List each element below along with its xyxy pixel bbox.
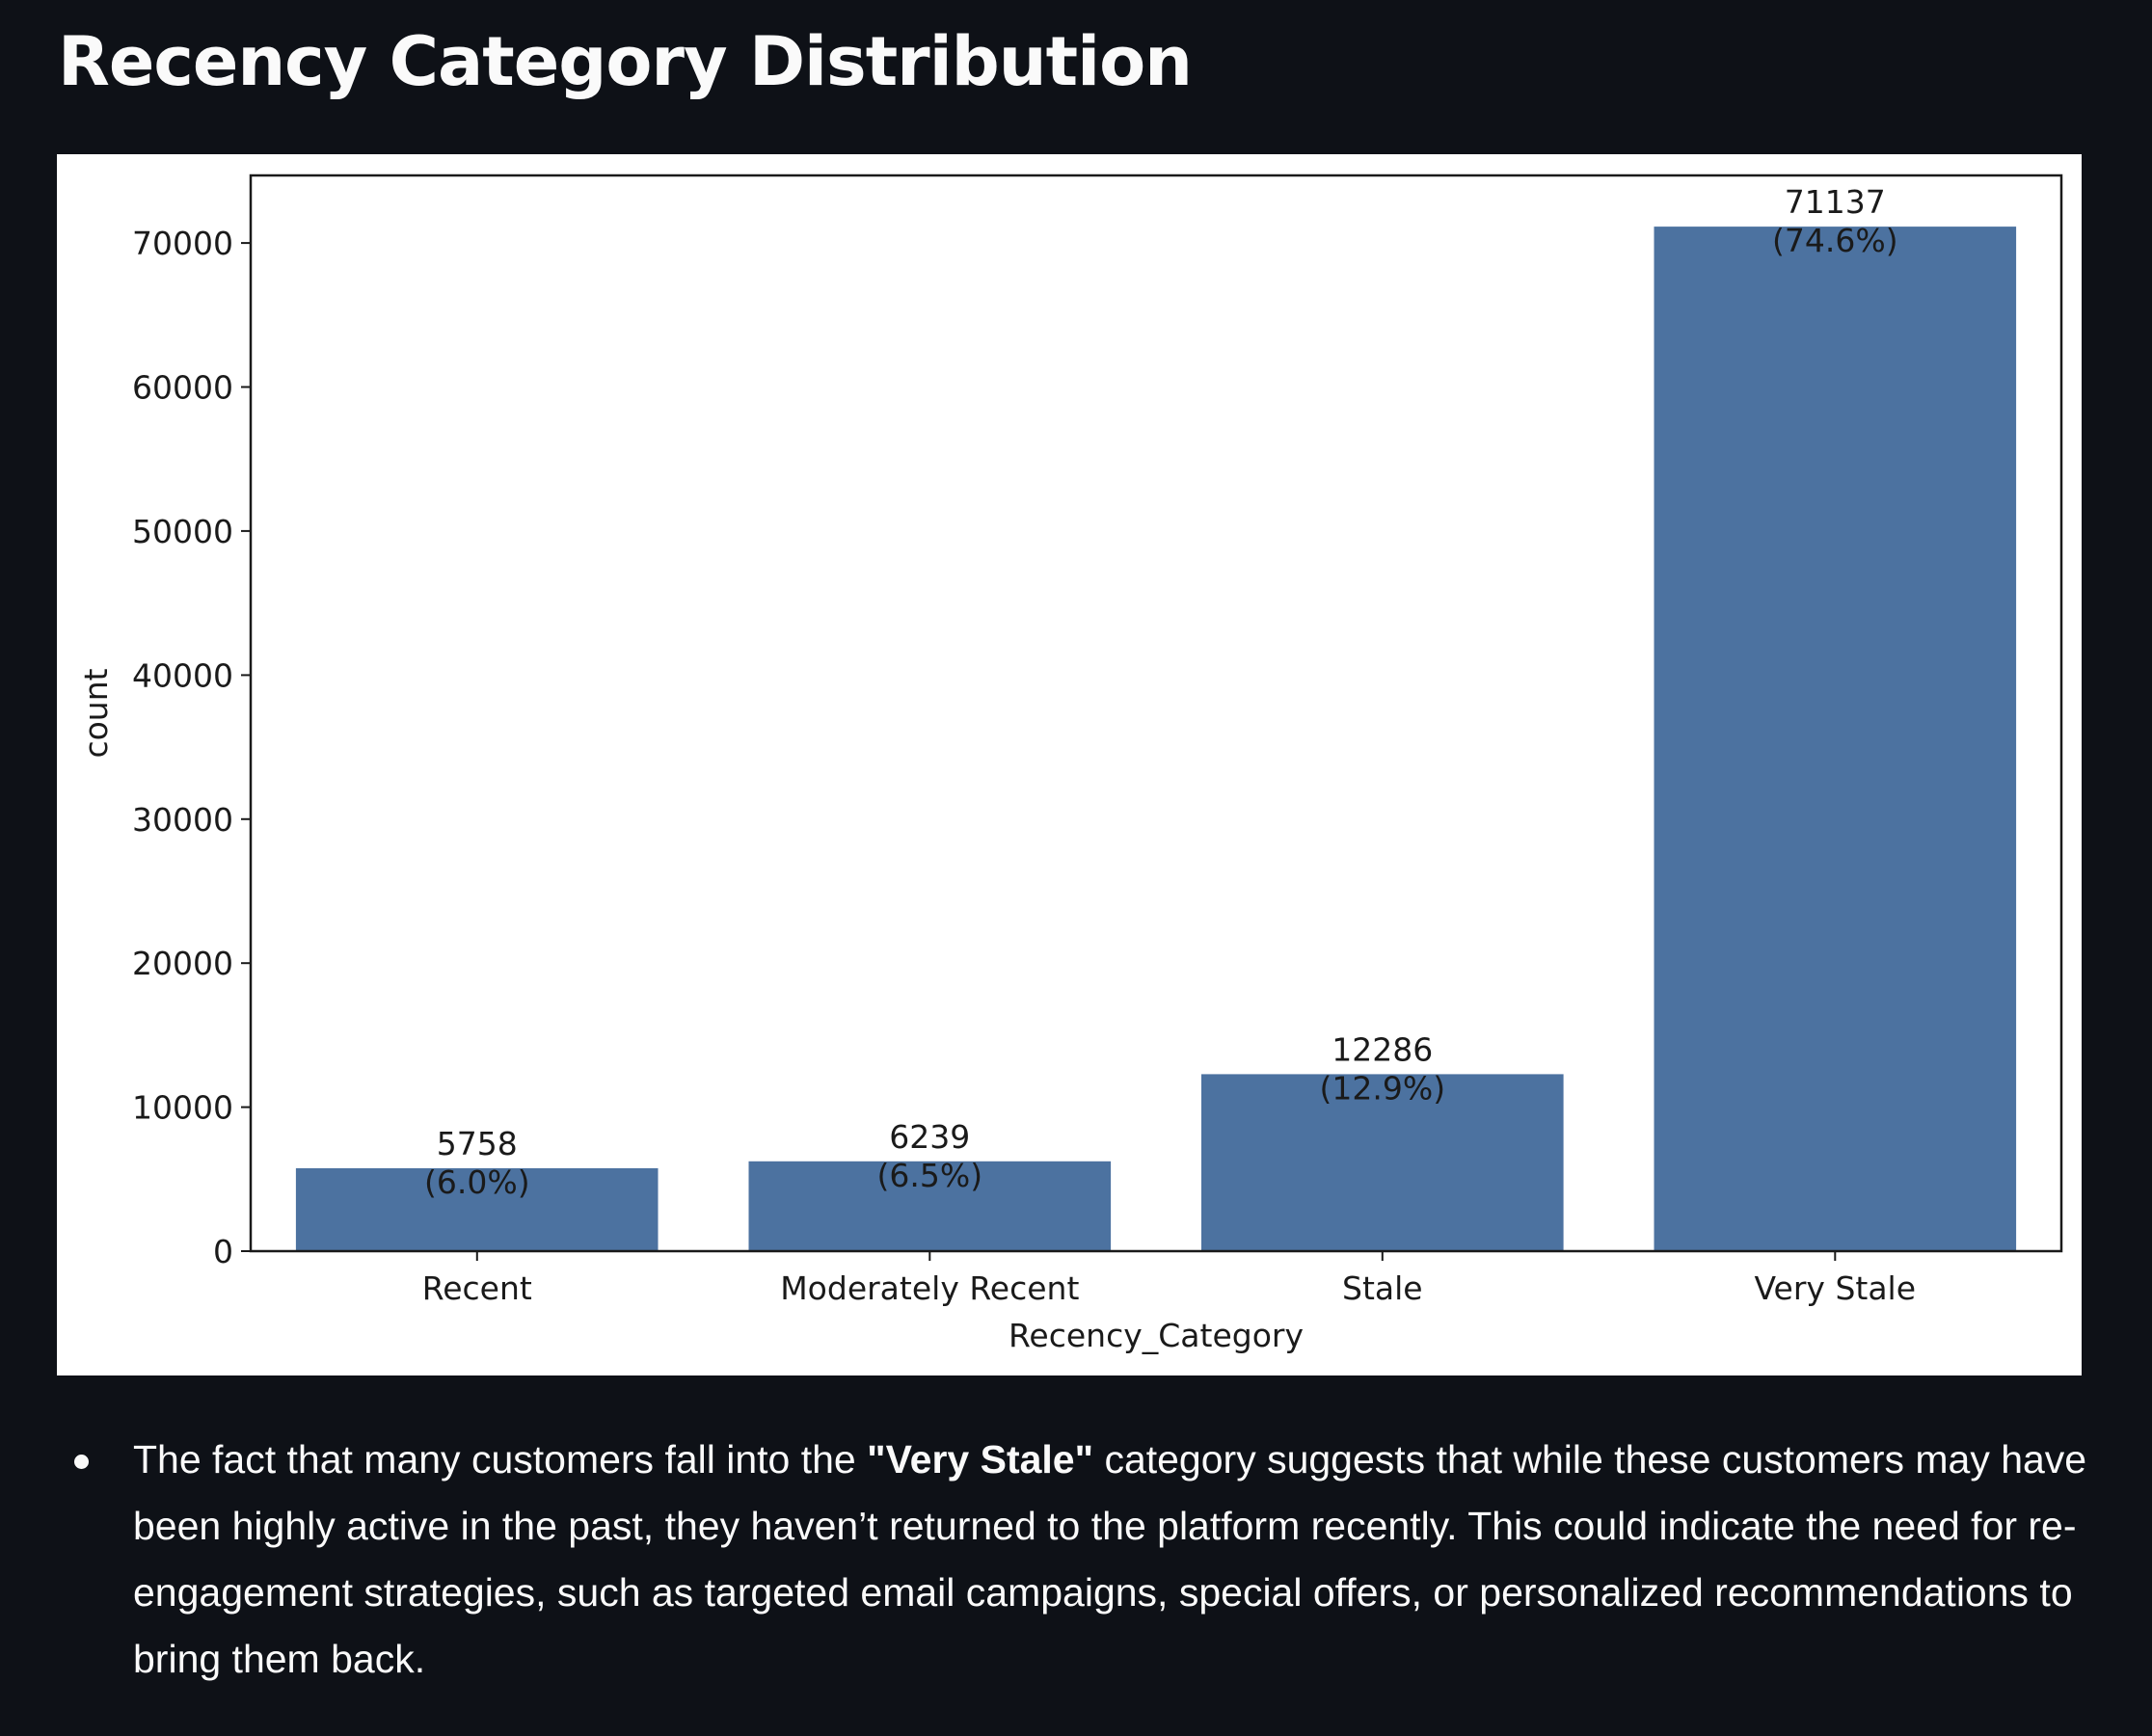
bar-percent-label: (6.0%) bbox=[424, 1163, 530, 1201]
y-tick-label: 50000 bbox=[132, 513, 233, 550]
bar-chart: 5758(6.0%) Recent 6239(6.5%) Moderately Rec… bbox=[77, 174, 2063, 1354]
y-tick-label: 30000 bbox=[132, 801, 233, 839]
x-axis-label: Recency_Category bbox=[1009, 1317, 1304, 1354]
x-tick-label: Recent bbox=[422, 1269, 532, 1307]
y-axis-label: count bbox=[77, 668, 115, 758]
bar bbox=[1201, 1074, 1564, 1251]
bar-value-label: 5758 bbox=[437, 1125, 518, 1162]
bullet-icon bbox=[74, 1455, 89, 1469]
y-tick-label: 10000 bbox=[132, 1089, 233, 1127]
bar-value-label: 12286 bbox=[1332, 1030, 1433, 1068]
bar bbox=[1654, 227, 2017, 1252]
bar-percent-label: (12.9%) bbox=[1320, 1069, 1446, 1107]
bar bbox=[295, 1168, 659, 1251]
x-tick-label: Moderately Recent bbox=[780, 1269, 1079, 1307]
bar-percent-label: (6.5%) bbox=[877, 1157, 983, 1194]
page-title: Recency Category Distribution bbox=[58, 22, 1193, 101]
insight-emphasis: "Very Stale" bbox=[867, 1437, 1094, 1482]
insight-list-item: The fact that many customers fall into t… bbox=[58, 1427, 2092, 1693]
plot-frame bbox=[249, 174, 2063, 1253]
y-tick-label: 20000 bbox=[132, 945, 233, 982]
bar-value-label: 71137 bbox=[1785, 183, 1886, 221]
chart-container: 5758 (6.0%) Recent 6239 (6.5%) Moderately Rec… bbox=[57, 154, 2082, 1375]
y-tick-label: 0 bbox=[213, 1233, 233, 1270]
x-tick-label: Very Stale bbox=[1755, 1269, 1916, 1307]
x-tick-label: Stale bbox=[1342, 1269, 1423, 1307]
insight-text-start: The fact that many customers fall into t… bbox=[133, 1437, 868, 1482]
y-tick-label: 70000 bbox=[132, 225, 233, 262]
y-tick-label: 60000 bbox=[132, 369, 233, 407]
insight-text-end: category suggests that while these custo… bbox=[133, 1437, 2087, 1681]
y-tick-label: 40000 bbox=[132, 656, 233, 694]
bar-value-label: 6239 bbox=[889, 1118, 970, 1156]
bar bbox=[748, 1161, 1112, 1251]
bar-percent-label: (74.6%) bbox=[1772, 222, 1898, 259]
insight-list: The fact that many customers fall into t… bbox=[58, 1427, 2092, 1693]
